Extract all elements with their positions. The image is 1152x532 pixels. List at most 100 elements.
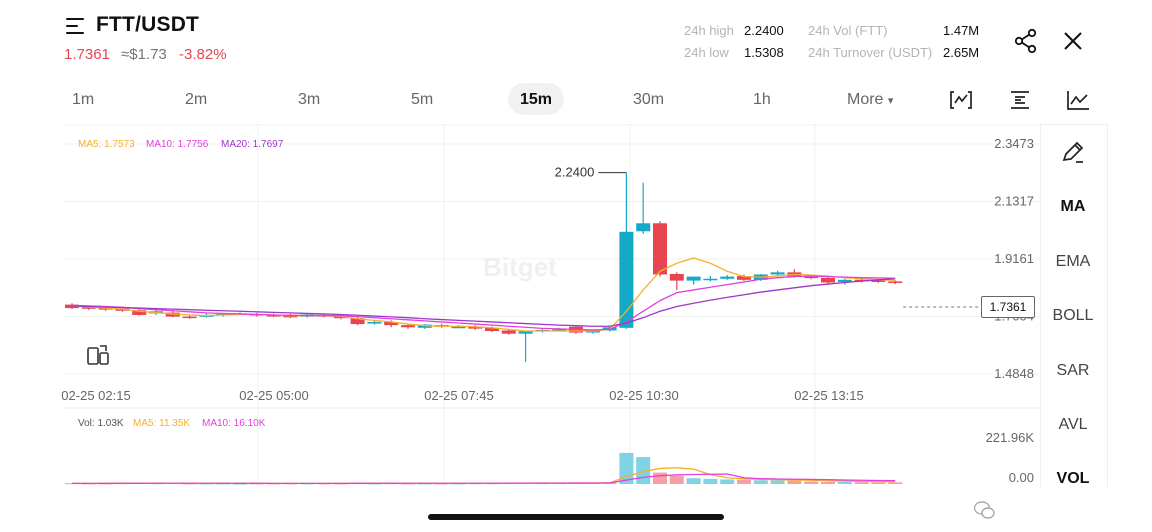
vol-ma10-legend: MA10: 16.10K — [202, 418, 266, 429]
pen-icon[interactable] — [1060, 140, 1086, 166]
current-price-tag: 1.7361 — [981, 295, 1035, 318]
ma5-legend: MA5: 1.7573 — [78, 139, 135, 150]
candle-body — [98, 308, 113, 310]
vol-axis-ticks: 221.96K 0.00 — [986, 430, 1035, 485]
timeframe-15m[interactable]: 15m — [520, 91, 553, 108]
vol-ma10-line — [72, 473, 896, 485]
volume-bar — [888, 482, 903, 484]
candle-body — [283, 315, 298, 318]
home-indicator — [428, 514, 724, 520]
volume-bar — [703, 478, 718, 484]
layout-icon[interactable] — [86, 344, 110, 366]
chevron-down-icon: ▾ — [887, 95, 894, 107]
vol-tick-label: 221.96K — [986, 430, 1035, 445]
x-tick-label: 02-25 10:30 — [609, 388, 678, 403]
indicator-ma[interactable]: MA — [1060, 198, 1086, 215]
candle-body — [350, 318, 365, 325]
volume-bar — [686, 478, 701, 484]
usd-price: ≈$1.73 — [121, 46, 167, 63]
candle-body — [619, 231, 634, 328]
candle-body — [333, 316, 348, 319]
vol-legend-value: Vol: 1.03K — [78, 418, 124, 429]
timeframe-more-label: More — [847, 91, 884, 108]
candle-body — [686, 276, 701, 281]
candle-body — [182, 316, 197, 319]
volume-bar — [233, 483, 247, 485]
candle-body — [132, 310, 147, 316]
24h-low-label: 24h low — [684, 45, 729, 60]
volume-bar — [787, 480, 802, 484]
candle-body — [552, 329, 567, 331]
candle-body — [451, 326, 466, 329]
volume-bar — [854, 482, 869, 484]
volume-bar — [804, 481, 819, 484]
menu-icon[interactable] — [66, 16, 88, 36]
candle-body — [266, 315, 281, 317]
timeframe-5m[interactable]: 5m — [411, 91, 434, 108]
timeframe-30m[interactable]: 30m — [633, 91, 665, 108]
candle-body — [384, 321, 399, 326]
pair-title[interactable]: FTT/USDT — [96, 13, 200, 36]
candle-body — [720, 276, 735, 279]
volume-bar — [720, 479, 735, 484]
settings-list-icon[interactable] — [1008, 89, 1032, 111]
candle-body — [501, 330, 516, 334]
volume-bar — [770, 480, 785, 484]
candle-body — [653, 223, 667, 275]
candle-body — [367, 321, 382, 324]
timeframe-1m[interactable]: 1m — [72, 91, 95, 108]
volume-bar — [821, 481, 835, 484]
24h-low-value: 1.5308 — [744, 45, 784, 60]
volume-bar — [653, 472, 667, 484]
indicator-sar[interactable]: SAR — [1056, 362, 1090, 379]
candle-body — [401, 325, 415, 328]
indicator-ema[interactable]: EMA — [1055, 253, 1091, 270]
timeframe-active-pill — [508, 83, 564, 115]
candle-body — [468, 326, 483, 329]
24h-vol-label: 24h Vol (FTT) — [808, 23, 888, 38]
high-marker-label: 2.2400 — [555, 165, 595, 180]
indicator-avl[interactable]: AVL — [1058, 416, 1088, 433]
indicator-boll[interactable]: BOLL — [1052, 307, 1094, 324]
line-chart-toggle-icon[interactable] — [949, 89, 973, 111]
chart-grid — [64, 124, 1040, 486]
last-price: 1.7361 — [64, 46, 110, 63]
ma5-line — [71, 257, 896, 332]
timeframe-more[interactable]: More ▾ — [847, 91, 893, 109]
timeframe-3m[interactable]: 3m — [298, 91, 321, 108]
indicator-panel — [1040, 124, 1108, 487]
timeframe-2m[interactable]: 2m — [185, 91, 208, 108]
x-axis-ticks: 02-25 02:15 02-25 05:00 02-25 07:45 02-25 1… — [61, 388, 863, 403]
candle-body — [81, 307, 96, 309]
candlestick-chart[interactable]: Bitget MA5: 1.7573 MA10: 1.7756 MA20: 1.… — [0, 124, 1040, 494]
ma-legend: MA5: 1.7573 MA10: 1.7756 MA20: 1.7697 — [78, 139, 284, 150]
volume-bar — [837, 481, 852, 484]
candle-body — [703, 278, 718, 281]
candle-body — [636, 223, 651, 232]
candle-body — [837, 279, 852, 282]
indicator-chart-icon[interactable] — [1066, 89, 1090, 111]
volume-bar — [871, 482, 886, 484]
x-tick-label: 02-25 13:15 — [794, 388, 863, 403]
y-tick-label: 2.1317 — [994, 193, 1034, 208]
x-tick-label: 02-25 02:15 — [61, 388, 130, 403]
share-icon[interactable] — [1013, 28, 1039, 54]
y-tick-label: 2.3473 — [994, 136, 1034, 151]
candle-body — [165, 312, 180, 317]
24h-vol-value: 1.47M — [943, 23, 980, 38]
ma-lines — [71, 257, 896, 332]
ma20-line — [71, 278, 896, 327]
ma10-line — [71, 275, 896, 331]
vol-ma5-legend: MA5: 11.35K — [133, 418, 190, 429]
indicator-vol[interactable]: VOL — [1056, 470, 1090, 486]
timeframe-1h[interactable]: 1h — [753, 91, 771, 108]
ma10-legend: MA10: 1.7756 — [146, 139, 209, 150]
candle-body — [737, 276, 751, 280]
x-tick-label: 02-25 07:45 — [424, 388, 493, 403]
volume-ma-lines — [72, 467, 896, 485]
24h-high-label: 24h high — [684, 23, 734, 38]
close-icon[interactable] — [1062, 30, 1084, 52]
candle-body — [585, 331, 600, 333]
candle-body — [871, 280, 886, 282]
volume-bar — [753, 480, 768, 484]
